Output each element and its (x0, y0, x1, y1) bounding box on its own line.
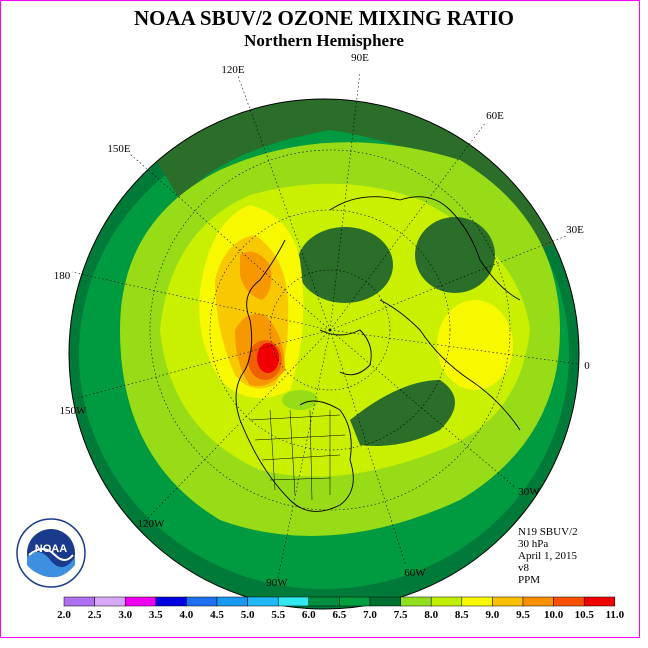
lon-label-0: 0 (584, 360, 590, 372)
colorbar-label: 11.0 (605, 609, 624, 621)
lon-label-60e: 60E (486, 110, 504, 122)
colorbar-swatch (63, 596, 95, 607)
product-info: N19 SBUV/2 30 hPa April 1, 2015 v8 PPM (518, 526, 578, 586)
colorbar-swatch (522, 596, 554, 607)
colorbar-swatch (277, 596, 310, 607)
noaa-logo: NOAA (16, 518, 86, 588)
colorbar-swatch (186, 596, 218, 607)
colorbar: 2.0 2.5 3.0 3.5 4.0 4.5 5.0 5.5 6.0 6.5 7.0 7.5 8.0 8… (57, 596, 625, 621)
colorbar-swatch (308, 596, 340, 607)
algorithm-version: v8 (518, 562, 529, 574)
colorbar-swatch (461, 596, 493, 607)
colorbar-swatch (247, 596, 279, 607)
colorbar-swatch (339, 596, 371, 607)
colorbar-label: 10.5 (575, 609, 595, 621)
colorbar-swatch (216, 596, 248, 607)
lon-label-180: 180 (54, 270, 71, 282)
pressure-level: 30 hPa (518, 538, 549, 550)
map-subtitle: Northern Hemisphere (244, 31, 404, 50)
colorbar-label: 9.0 (486, 609, 500, 621)
lon-label-60w: 60W (404, 567, 426, 579)
coastlines (235, 196, 521, 512)
colorbar-swatch (94, 596, 126, 607)
satellite-name: N19 SBUV/2 (518, 526, 578, 538)
colorbar-label: 3.5 (149, 609, 163, 621)
state-borders (249, 409, 346, 501)
colorbar-label: 2.5 (88, 609, 102, 621)
colorbar-swatch (553, 596, 585, 607)
lon-label-120e: 120E (221, 64, 245, 76)
map-boundary (68, 98, 580, 610)
colorbar-label: 6.5 (333, 609, 347, 621)
lon-label-120w: 120W (138, 518, 166, 530)
colorbar-swatch (400, 596, 432, 607)
colorbar-swatch (492, 596, 524, 607)
colorbar-label: 4.5 (210, 609, 224, 621)
colorbar-label: 7.0 (363, 609, 377, 621)
colorbar-label: 6.0 (302, 609, 316, 621)
logo-text: NOAA (35, 543, 67, 555)
colorbar-swatch (430, 596, 463, 607)
lon-label-150w: 150W (60, 405, 88, 417)
graticule (71, 71, 579, 579)
colorbar-label: 3.0 (118, 609, 132, 621)
colorbar-swatch (155, 596, 187, 607)
colorbar-swatch (583, 596, 616, 607)
colorbar-swatch (369, 596, 401, 607)
colorbar-label: 8.5 (455, 609, 469, 621)
colorbar-label: 8.0 (424, 609, 438, 621)
figure-border (0, 0, 640, 638)
map-title: NOAA SBUV/2 OZONE MIXING RATIO (134, 6, 514, 30)
lon-label-30w: 30W (518, 486, 540, 498)
lon-label-30e: 30E (566, 224, 584, 236)
colorbar-label: 2.0 (57, 609, 71, 621)
colorbar-label: 7.5 (394, 609, 408, 621)
colorbar-label: 5.0 (241, 609, 255, 621)
colorbar-label: 10.0 (544, 609, 564, 621)
product-date: April 1, 2015 (518, 550, 577, 562)
lon-label-90e: 90E (351, 52, 369, 64)
lon-label-90w: 90W (266, 577, 288, 589)
units: PPM (518, 574, 541, 586)
colorbar-swatch (124, 596, 157, 607)
colorbar-label: 4.0 (180, 609, 194, 621)
colorbar-label: 5.5 (271, 609, 285, 621)
lon-label-150e: 150E (107, 143, 131, 155)
colorbar-label: 9.5 (516, 609, 530, 621)
